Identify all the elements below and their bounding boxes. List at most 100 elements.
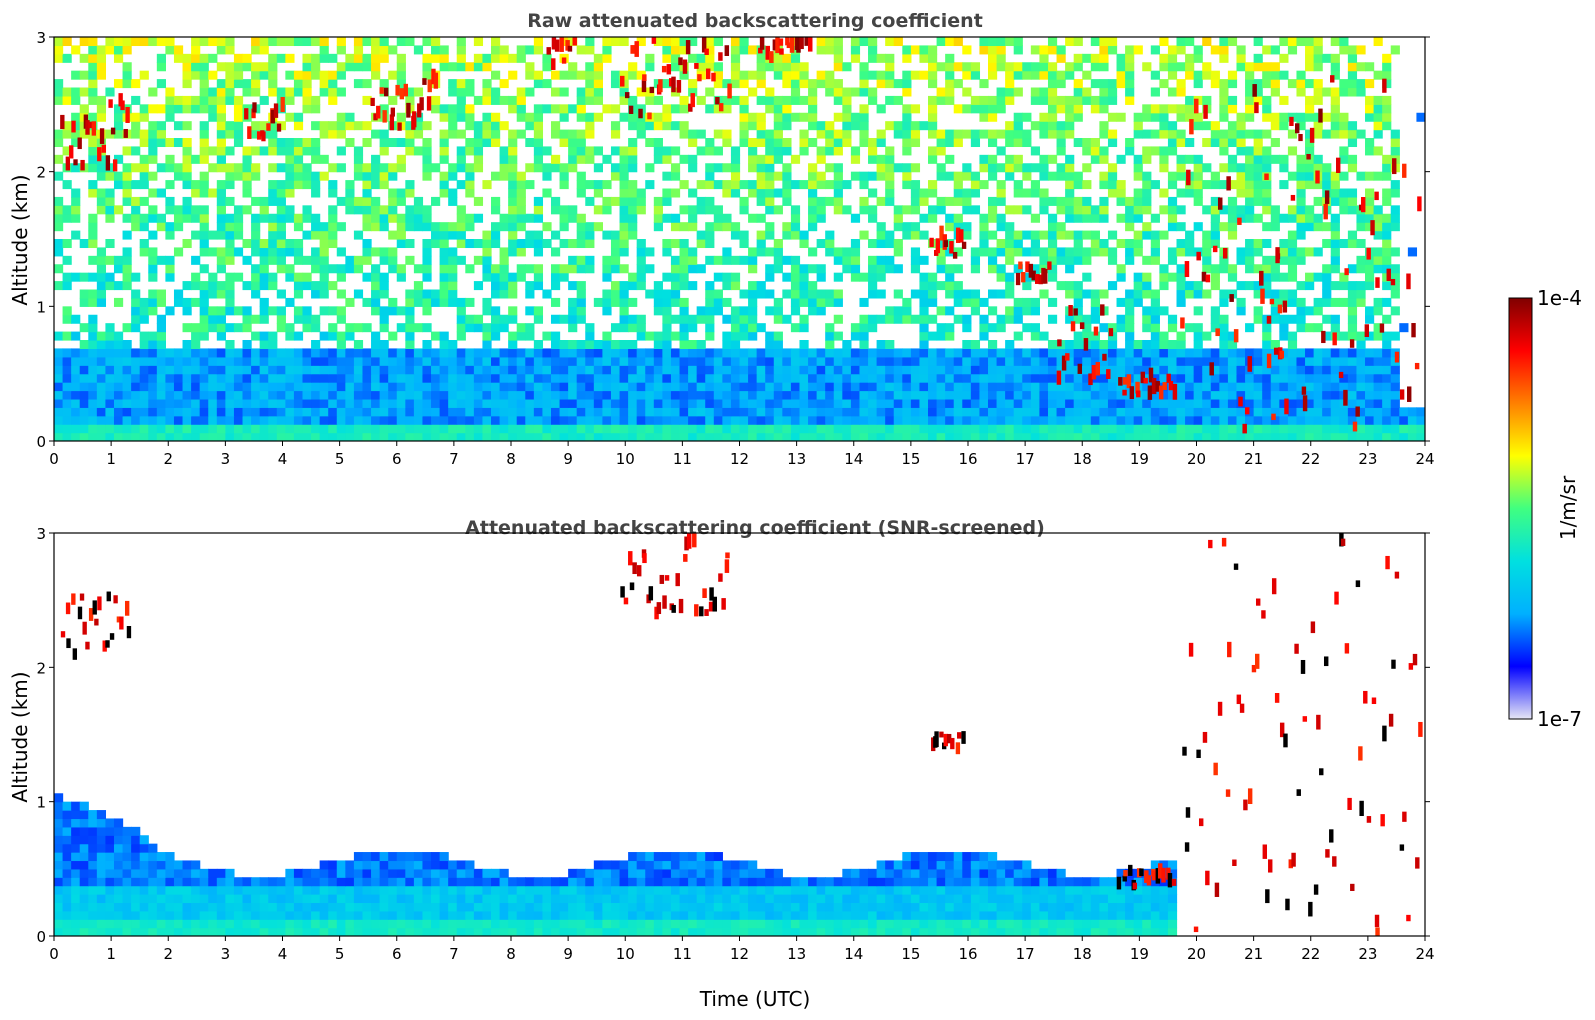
cloud-cell xyxy=(694,604,699,617)
cloud-cell xyxy=(1366,816,1372,823)
cloud-cell xyxy=(1158,863,1163,879)
cloud-cell xyxy=(1139,868,1144,877)
cloud-cell xyxy=(678,598,684,614)
cloud-cell xyxy=(1034,274,1040,284)
x-tick-label: 1 xyxy=(106,450,116,468)
cloud-cell xyxy=(628,551,633,566)
cloud-cell xyxy=(373,113,378,121)
cloud-cell xyxy=(1254,102,1259,114)
cloud-cell xyxy=(1198,818,1204,827)
cloud-cell xyxy=(623,597,629,605)
cloud-cell xyxy=(1021,272,1026,283)
cloud-cell xyxy=(102,640,107,652)
cloud-cell xyxy=(1015,272,1021,286)
cloud-cell xyxy=(1172,383,1178,400)
cloud-cell xyxy=(1193,926,1199,933)
cloud-cell xyxy=(1329,829,1334,843)
cloud-cell xyxy=(718,52,723,61)
cloud-cell xyxy=(406,102,411,118)
cloud-cell xyxy=(666,64,672,75)
cloud-cell xyxy=(1057,339,1062,347)
cloud-cell xyxy=(1038,274,1043,285)
x-tick-label: 11 xyxy=(673,945,692,963)
cloud-cell xyxy=(1031,270,1036,281)
cloud-cell xyxy=(91,121,97,136)
cloud-cell xyxy=(1388,713,1394,727)
x-tick-label: 17 xyxy=(1016,450,1035,468)
cloud-cell xyxy=(273,103,279,118)
cloud-cell xyxy=(1380,814,1385,827)
cloud-cell xyxy=(1056,370,1062,385)
cloud-cell xyxy=(1313,884,1319,895)
cloud-cell xyxy=(1363,690,1368,704)
cloud-cell xyxy=(668,78,674,87)
cloud-cell xyxy=(704,48,709,55)
cloud-cell xyxy=(266,123,271,131)
heatmap-area xyxy=(53,532,1426,937)
cloud-cell xyxy=(1073,308,1078,316)
cloud-cell xyxy=(1291,852,1296,867)
cloud-cell xyxy=(779,48,784,55)
cloud-cell xyxy=(1255,653,1260,669)
cloud-cell xyxy=(1162,382,1167,390)
cloud-cell xyxy=(1184,842,1190,852)
x-tick-label: 11 xyxy=(673,450,692,468)
cloud-cell xyxy=(1221,537,1227,547)
cloud-cell xyxy=(1108,328,1114,337)
cloud-cell xyxy=(65,156,71,171)
cloud-cell xyxy=(1382,725,1387,742)
cloud-cell xyxy=(1366,247,1371,260)
cloud-cell xyxy=(384,87,389,97)
cloud-cell xyxy=(1406,273,1411,290)
cloud-cell xyxy=(686,533,692,549)
cloud-cell xyxy=(1406,914,1411,922)
cloud-cell xyxy=(711,72,716,82)
cloud-cell xyxy=(88,608,94,621)
cloud-cell xyxy=(77,137,82,150)
cloud-cell xyxy=(60,114,65,130)
cloud-cell xyxy=(399,88,405,100)
cloud-cell xyxy=(1296,789,1301,796)
cloud-cell xyxy=(85,120,90,135)
x-tick-label: 20 xyxy=(1187,450,1206,468)
cloud-cell xyxy=(636,565,642,577)
cloud-cell xyxy=(1370,220,1375,236)
colorbar-min-label: 1e-7 xyxy=(1537,707,1582,731)
cloud-cell xyxy=(943,240,949,248)
cloud-cell xyxy=(94,618,99,626)
cloud-cell xyxy=(683,554,688,562)
cloud-cell xyxy=(1146,875,1152,886)
y-tick-label: 0 xyxy=(36,928,46,946)
cloud-cell xyxy=(1417,196,1422,212)
x-tick-label: 12 xyxy=(730,945,749,963)
cloud-cell xyxy=(554,39,560,52)
cloud-cell xyxy=(1126,374,1132,389)
y-axis: 0 1 2 3 xyxy=(36,525,1430,946)
cloud-cell xyxy=(1129,386,1135,400)
cloud-cell xyxy=(1028,263,1034,278)
cloud-cell xyxy=(1043,268,1048,284)
cloud-cell xyxy=(628,105,634,114)
cloud-cell xyxy=(99,128,105,144)
x-tick-label: 7 xyxy=(449,450,459,468)
cloud-cell xyxy=(1213,762,1218,776)
cloud-cell xyxy=(624,92,630,99)
cloud-cell xyxy=(1168,381,1174,391)
cloud-cell xyxy=(961,731,966,744)
cloud-cell xyxy=(244,108,249,120)
cloud-cell xyxy=(1061,355,1067,371)
cloud-cell xyxy=(433,72,439,89)
cloud-cell xyxy=(1394,571,1400,579)
y-tick-label: 1 xyxy=(36,298,46,316)
cloud-cell xyxy=(1122,389,1127,396)
cloud-cell xyxy=(1259,270,1264,286)
cloud-cell xyxy=(1188,642,1194,657)
cloud-cell xyxy=(110,127,116,135)
x-axis: 0 1 2 3 4 5 6 7 8 9 10 11 12 13 14 15 16 17 18 19 20 21 22 23 24 xyxy=(49,441,1435,468)
cloud-cell xyxy=(1161,867,1166,883)
cloud-cell xyxy=(252,102,257,113)
cloud-cell xyxy=(1399,844,1405,851)
cloud-cell xyxy=(1132,882,1138,890)
x-tick-label: 9 xyxy=(563,945,573,963)
x-tick-label: 8 xyxy=(506,450,516,468)
